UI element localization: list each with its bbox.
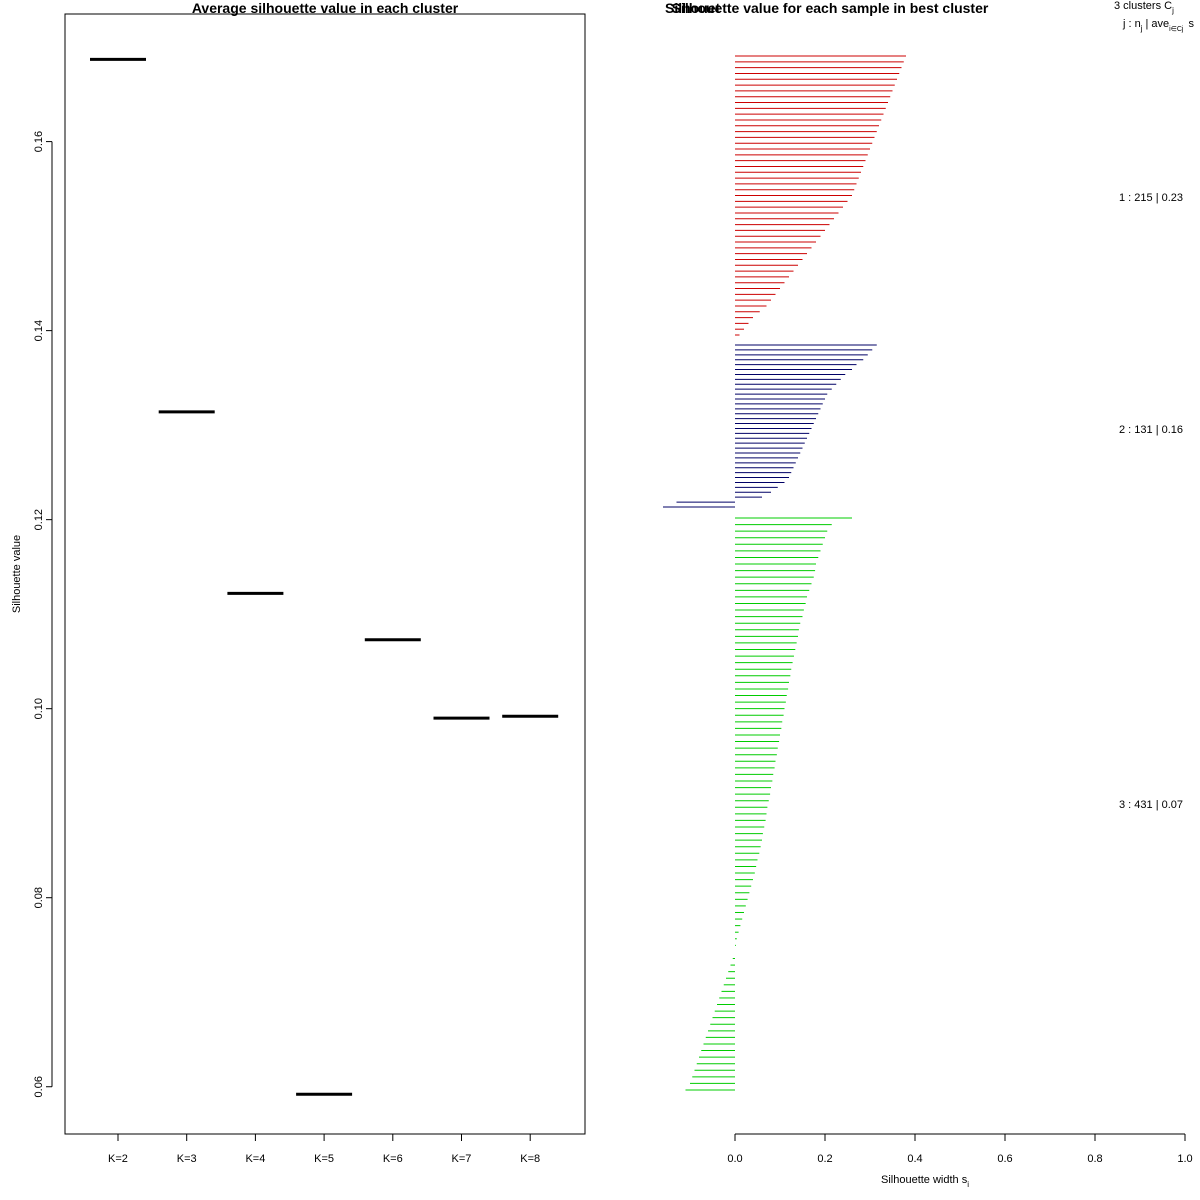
legend-row-cluster-2: 2 : 131 | 0.16 [1119,424,1183,436]
left-x-tick-label: K=4 [245,1153,265,1165]
legend-header: 3 clusters Cj [1114,0,1174,15]
left-y-tick-label: 0.14 [33,320,45,341]
right-x-axis-label: Silhouette width si [881,1174,969,1189]
right-x-axis-label-main: Silhouette width s [881,1174,968,1186]
legend-subheader-s: s [1188,18,1194,30]
legend-subheader: j : nj | avei∈Cj s [1122,18,1194,33]
legend-row-cluster-3: 3 : 431 | 0.07 [1119,799,1183,811]
right-x-tick-label: 0.8 [1087,1153,1102,1165]
right-title-overlap: Silhouet [665,0,721,16]
left-y-axis-label: Silhouette value [11,535,23,613]
right-chart-title: Silhouette value for each sample in best… [672,0,989,16]
left-x-tick-label: K=7 [452,1153,472,1165]
right-x-tick-label: 0.0 [727,1153,742,1165]
left-data-marks [90,57,559,1096]
left-x-axis: K=2 K=3 K=4 K=5 K=6 K=7 K=8 [108,1133,540,1165]
right-x-tick-label: 0.4 [907,1153,922,1165]
right-x-tick-label: 1.0 [1177,1153,1192,1165]
right-x-tick-label: 0.6 [997,1153,1012,1165]
legend-rows: 1 : 215 | 0.23 2 : 131 | 0.16 3 : 431 | 0.… [1119,192,1183,811]
legend-subheader-ave: | ave [1146,18,1170,30]
legend-subheader-sub: i∈Cj [1169,26,1184,33]
left-y-tick-label: 0.12 [33,509,45,530]
left-y-tick-label: 0.08 [33,887,45,908]
legend-subheader-main: j : n [1122,18,1141,30]
left-x-tick-label: K=8 [520,1153,540,1165]
legend-row-cluster-1: 1 : 215 | 0.23 [1119,192,1183,204]
right-x-tick-label: 0.2 [817,1153,832,1165]
right-legend: 3 clusters Cj j : nj | avei∈Cj s 1 : 215 |… [1114,0,1194,811]
left-y-tick-label: 0.16 [33,131,45,152]
legend-subheader-j: j [1140,24,1143,33]
right-panel: Silhouet Silhouette value for each sampl… [663,0,1194,1189]
left-y-axis: 0.06 0.08 0.10 0.12 0.14 0.16 [33,131,53,1097]
left-plot-frame [64,13,586,1135]
left-chart-title: Average silhouette value in each cluster [192,0,459,16]
right-x-axis-label-sub: i [967,1180,969,1189]
left-x-tick-label: K=2 [108,1153,128,1165]
left-y-tick-label: 0.06 [33,1076,45,1097]
right-x-axis: 0.0 0.2 0.4 0.6 0.8 1.0 [727,1133,1193,1165]
left-y-tick-label: 0.10 [33,698,45,719]
left-x-tick-label: K=6 [383,1153,403,1165]
legend-header-sub: j [1171,6,1174,15]
left-x-tick-label: K=5 [314,1153,334,1165]
left-x-tick-label: K=3 [177,1153,197,1165]
left-panel: Average silhouette value in each cluster… [11,0,586,1165]
legend-header-main: 3 clusters C [1114,0,1172,12]
right-silhouette-bars [663,55,906,1091]
